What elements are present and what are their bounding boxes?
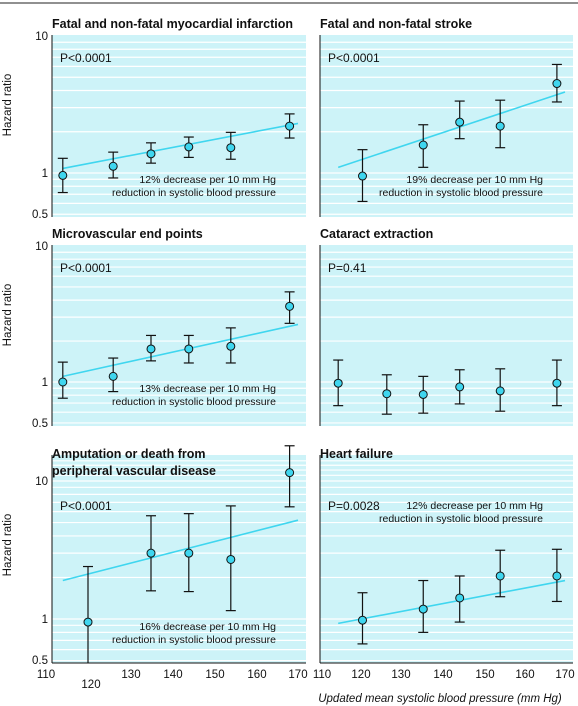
- annotation-line: reduction in systolic blood pressure: [112, 634, 276, 646]
- data-point: [58, 377, 68, 387]
- data-point: [108, 371, 118, 381]
- data-point: [58, 170, 68, 180]
- panel-title: Heart failure: [320, 447, 393, 461]
- ytick-row1-1: 1: [42, 168, 48, 180]
- panel-title: Amputation or death from: [52, 447, 205, 461]
- p-value: P<0.0001: [328, 51, 380, 65]
- data-point: [455, 382, 465, 392]
- data-point: [184, 142, 194, 152]
- panel-2: Fatal and non-fatal stroke P<0.0001 19% de…: [319, 17, 573, 217]
- data-point: [333, 378, 343, 388]
- annotation-line: reduction in systolic blood pressure: [112, 396, 276, 408]
- panel-title: Cataract extraction: [320, 227, 433, 241]
- xtick-left-170: 170: [288, 669, 307, 681]
- annotation-line: 16% decrease per 10 mm Hg: [139, 621, 276, 633]
- data-point: [83, 617, 93, 627]
- annotation-line: reduction in systolic blood pressure: [112, 187, 276, 199]
- xtick-right-170: 170: [555, 669, 574, 681]
- data-point: [358, 171, 367, 181]
- trend-line: [62, 122, 299, 170]
- annotation-line: 13% decrease per 10 mm Hg: [139, 383, 276, 395]
- trend-line: [62, 519, 299, 582]
- data-point: [495, 571, 505, 581]
- xtick-right-160: 160: [515, 669, 534, 681]
- ytick-row2-1: 1: [42, 377, 48, 389]
- data-point: [226, 143, 236, 153]
- ytick-row1-05: 0.5: [32, 209, 48, 221]
- xtick-left-140: 140: [163, 669, 182, 681]
- p-value: P=0.41: [328, 261, 367, 275]
- xtick-right-130: 130: [391, 669, 410, 681]
- data-point: [455, 593, 465, 603]
- x-axis-title: Updated mean systolic blood pressure (mm…: [318, 693, 562, 705]
- trend-line: [62, 323, 299, 378]
- trend-line: [337, 91, 566, 169]
- xtick-left-150: 150: [205, 669, 224, 681]
- panel-title: Fatal and non-fatal myocardial infarctio…: [52, 17, 293, 31]
- data-point: [184, 548, 194, 558]
- ytick-row1-10: 10: [35, 31, 48, 43]
- ytick-row3-05: 0.5: [32, 655, 48, 667]
- xtick-left-160: 160: [247, 669, 266, 681]
- ylabel-row2: Hazard ratio: [2, 284, 14, 347]
- data-point: [552, 378, 562, 388]
- p-value: P<0.0001: [60, 51, 112, 65]
- data-point: [418, 389, 428, 399]
- annotation-line: reduction in systolic blood pressure: [379, 187, 543, 199]
- data-point: [285, 301, 295, 311]
- panel-1: Fatal and non-fatal myocardial infarctio…: [51, 17, 306, 217]
- panel-background: [52, 245, 306, 426]
- data-point: [226, 341, 236, 351]
- xtick-left-130: 130: [121, 669, 140, 681]
- data-point: [146, 149, 156, 159]
- data-point: [418, 604, 428, 614]
- panel-4: Cataract extraction P=0.41: [319, 227, 573, 426]
- data-point: [358, 615, 367, 625]
- annotation-line: reduction in systolic blood pressure: [379, 513, 543, 525]
- data-point: [285, 121, 295, 131]
- panel-title: peripheral vascular disease: [52, 464, 216, 478]
- ytick-row3-10: 10: [35, 476, 48, 488]
- panel-background: [320, 245, 573, 426]
- xtick-right-120: 120: [351, 669, 370, 681]
- ylabel-row3: Hazard ratio: [2, 514, 14, 577]
- data-point: [495, 121, 505, 131]
- data-point: [418, 140, 428, 150]
- data-point: [108, 161, 118, 171]
- panel-title: Microvascular end points: [52, 227, 203, 241]
- ylabel-row1: Hazard ratio: [2, 74, 14, 137]
- data-point: [146, 344, 156, 354]
- data-point: [184, 344, 194, 354]
- data-point: [455, 117, 465, 127]
- trend-line: [338, 579, 566, 625]
- p-value: P<0.0001: [60, 261, 112, 275]
- xtick-left-120: 120: [81, 679, 100, 691]
- ytick-row2-10: 10: [35, 241, 48, 253]
- panel-6: Heart failure P=0.0028 12% decrease per 10…: [319, 447, 573, 664]
- annotation-line: 19% decrease per 10 mm Hg: [406, 174, 543, 186]
- data-point: [146, 548, 156, 558]
- xtick-right-140: 140: [433, 669, 452, 681]
- ytick-row2-05: 0.5: [32, 418, 48, 430]
- p-value: P=0.0028: [328, 499, 380, 513]
- panel-background: [52, 455, 306, 663]
- data-point: [495, 386, 505, 396]
- annotation-line: 12% decrease per 10 mm Hg: [406, 500, 543, 512]
- data-point: [552, 79, 562, 89]
- xtick-right-150: 150: [475, 669, 494, 681]
- data-point: [552, 571, 562, 581]
- p-value: P<0.0001: [60, 499, 112, 513]
- annotation-line: 12% decrease per 10 mm Hg: [139, 174, 276, 186]
- ytick-row3-1: 1: [42, 614, 48, 626]
- xtick-right-110: 110: [313, 669, 331, 681]
- data-point: [226, 554, 236, 564]
- data-point: [285, 468, 295, 478]
- panel-5: Amputation or death from peripheral vascu…: [51, 445, 306, 664]
- panel-3: Microvascular end points P<0.0001 13% decr…: [51, 227, 306, 426]
- panel-title: Fatal and non-fatal stroke: [320, 17, 472, 31]
- xtick-left-110: 110: [37, 669, 55, 681]
- data-point: [382, 389, 392, 399]
